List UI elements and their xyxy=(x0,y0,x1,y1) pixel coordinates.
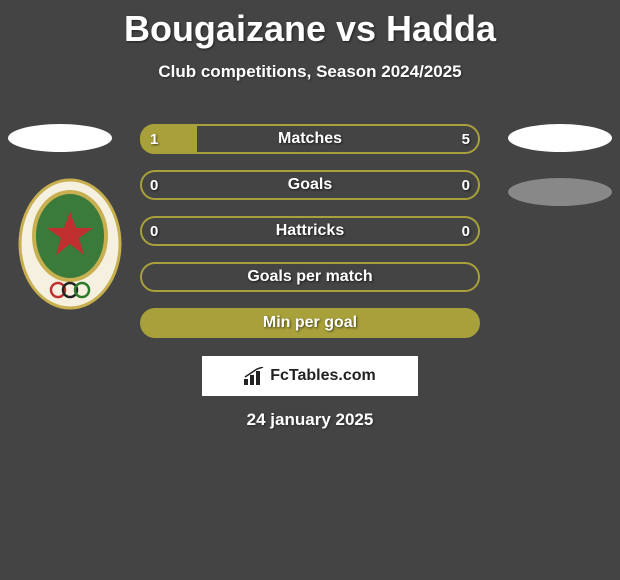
stat-bar-label: Min per goal xyxy=(140,308,480,338)
stat-bar-left-value: 0 xyxy=(140,216,168,246)
stat-bar-label: Matches xyxy=(140,124,480,154)
stat-bar-label: Goals per match xyxy=(140,262,480,292)
club1-crest xyxy=(18,178,122,310)
date-label: 24 january 2025 xyxy=(0,410,620,430)
stat-bar-right-value: 0 xyxy=(452,216,480,246)
chart-icon xyxy=(244,367,266,385)
stat-bar-left-value: 1 xyxy=(140,124,168,154)
stat-bar-label: Goals xyxy=(140,170,480,200)
page-title: Bougaizane vs Hadda xyxy=(0,0,620,50)
club2-placeholder xyxy=(508,178,612,206)
stat-bar-right-value: 0 xyxy=(452,170,480,200)
stat-bar-label: Hattricks xyxy=(140,216,480,246)
stat-bar-row: Goals0 0 xyxy=(140,170,480,200)
stat-bar-left-value: 0 xyxy=(140,170,168,200)
stat-bar-row: Hattricks0 0 xyxy=(140,216,480,246)
stat-bar-row: Min per goal xyxy=(140,308,480,338)
site-attribution: FcTables.com xyxy=(202,356,418,396)
page-subtitle: Club competitions, Season 2024/2025 xyxy=(0,62,620,82)
player2-placeholder xyxy=(508,124,612,152)
player1-placeholder xyxy=(8,124,112,152)
stat-bar-right-value: 5 xyxy=(452,124,480,154)
stat-bars: Matches15Goals00Hattricks00Goals per mat… xyxy=(140,124,480,354)
stat-bar-row: Goals per match xyxy=(140,262,480,292)
site-label: FcTables.com xyxy=(270,367,376,385)
stat-bar-row: Matches1 5 xyxy=(140,124,480,154)
